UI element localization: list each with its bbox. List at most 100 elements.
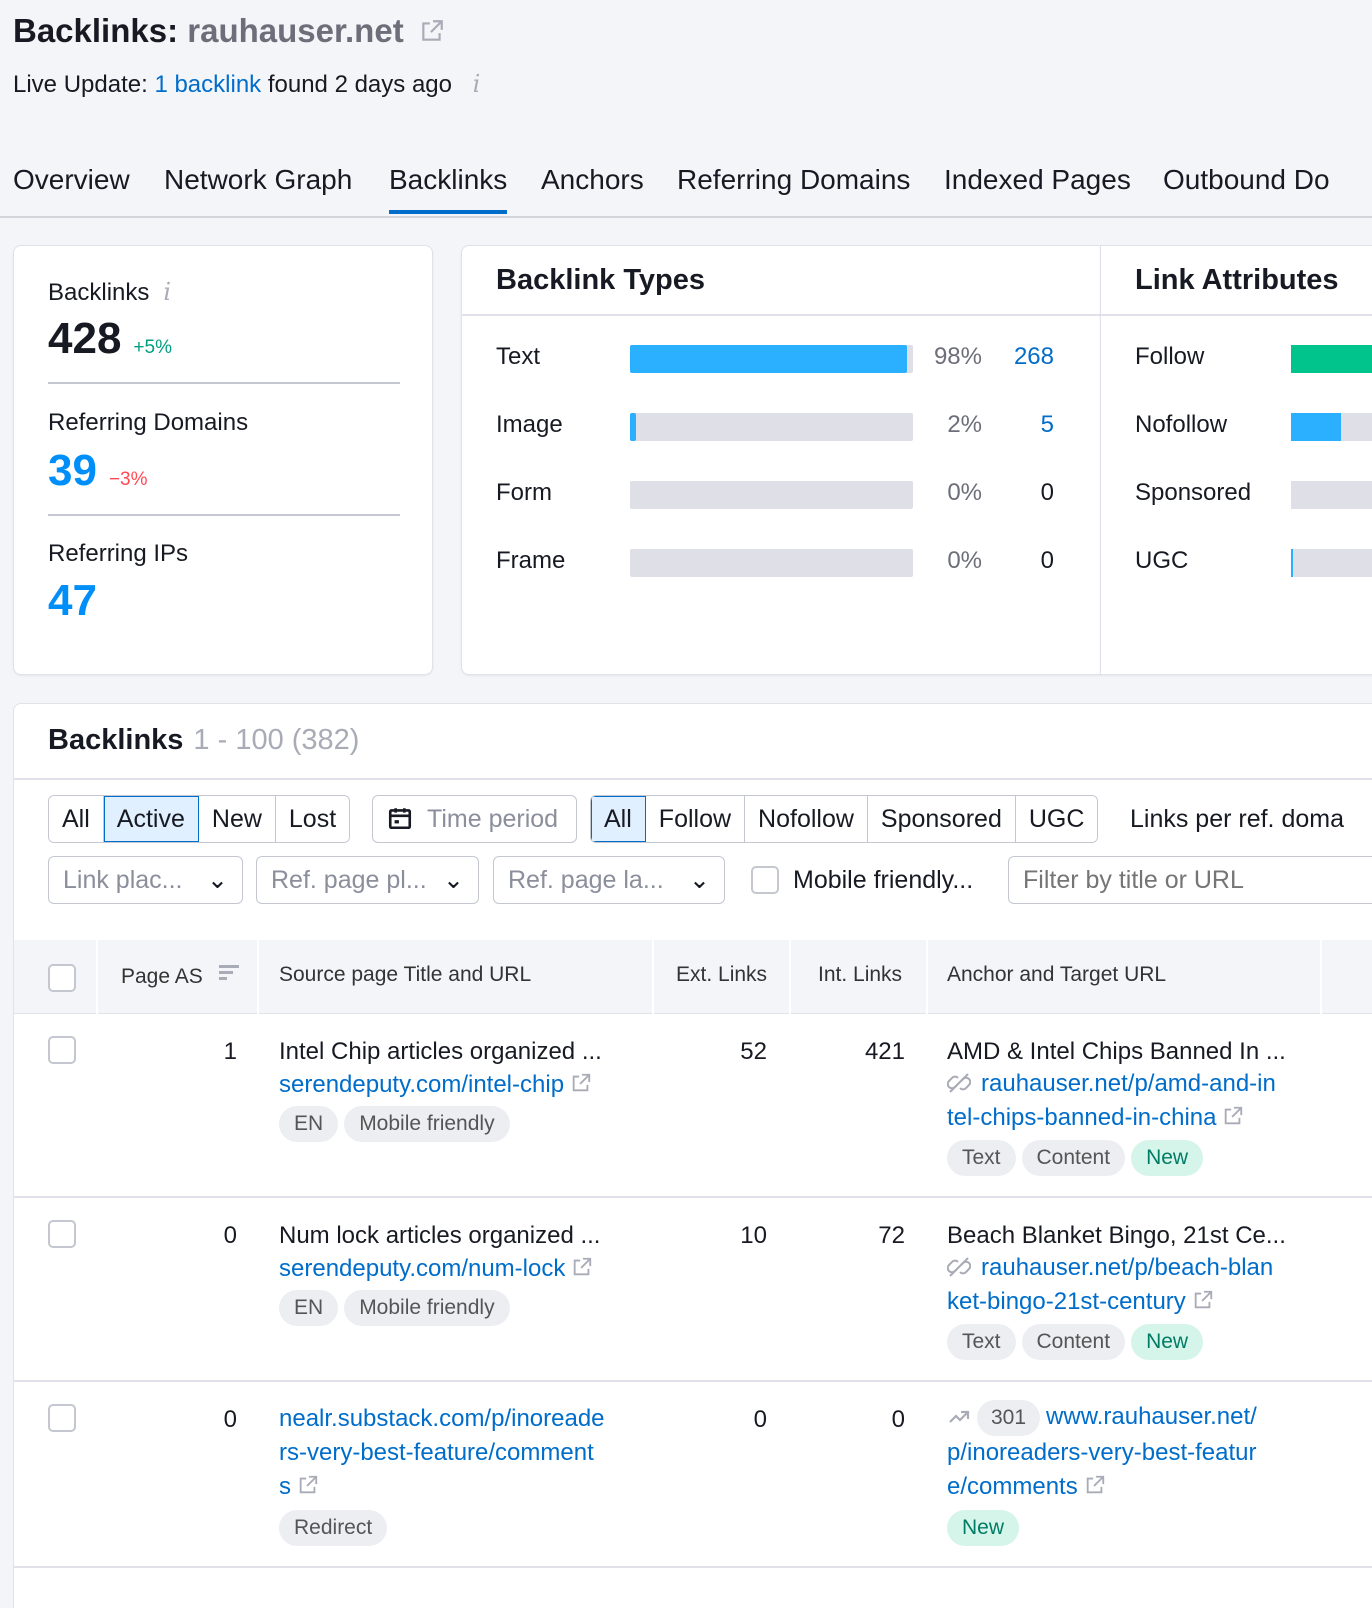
type-nofollow[interactable]: Nofollow [745, 796, 868, 842]
type-count[interactable]: 268 [1013, 343, 1054, 370]
ref-page-platform-dropdown[interactable]: Ref. page pl... ⌄ [256, 856, 479, 904]
title-domain[interactable]: rauhauser.net [187, 12, 404, 49]
type-all[interactable]: All [591, 796, 646, 842]
col-ext-links[interactable]: Ext. Links [676, 963, 768, 986]
source-tags: Redirect [279, 1510, 393, 1546]
column-divider [1320, 940, 1322, 1014]
source-url[interactable]: nealr.substack.com/p/inoreade rs-very-be… [279, 1405, 605, 1500]
status-new[interactable]: New [198, 796, 276, 842]
external-link-icon[interactable] [570, 1072, 592, 1094]
type-ugc[interactable]: UGC [1015, 796, 1098, 842]
tag-type: Text [947, 1140, 1016, 1176]
tab-referring-domains[interactable]: Referring Domains [677, 164, 911, 195]
card-header: Link Attributes [1101, 246, 1372, 316]
type-follow[interactable]: Follow [645, 796, 746, 842]
link-type-filter: All Follow Nofollow Sponsored UGC [590, 795, 1099, 843]
target-tags: New [947, 1510, 1025, 1546]
external-link-icon[interactable] [297, 1472, 319, 1494]
page-as-value: 0 [223, 1222, 237, 1249]
select-all-checkbox[interactable] [48, 964, 76, 992]
row-checkbox[interactable] [48, 1404, 76, 1432]
time-period-button[interactable]: Time period [372, 795, 577, 843]
mobile-friendly-label: Mobile friendly... [793, 866, 974, 894]
page-title: Backlinks: rauhauser.net [13, 12, 445, 50]
attr-bar [1291, 413, 1372, 441]
info-icon[interactable]: i [163, 278, 172, 306]
tab-backlinks[interactable]: Backlinks [389, 164, 508, 214]
tag-placement: Content [1021, 1324, 1126, 1360]
tab-network-graph[interactable]: Network Graph [164, 164, 353, 195]
backlink-types-card: Backlink Types Text 98% 268 Image 2% 5 Form 0% 0… [461, 245, 1101, 675]
card-title: Backlink Types [496, 264, 706, 296]
tag-new: New [947, 1510, 1020, 1546]
sort-icon[interactable] [218, 963, 241, 987]
backlinks-delta: +5% [133, 337, 172, 358]
live-update: Live Update: 1 backlink found 2 days ago… [13, 70, 480, 99]
attr-bar-fill [1291, 549, 1294, 577]
nofollow-icon [946, 1255, 972, 1279]
type-label-image: Image [496, 411, 563, 438]
chevron-down-icon: ⌄ [689, 866, 710, 894]
tag-redirect: Redirect [279, 1510, 388, 1546]
col-anchor-target[interactable]: Anchor and Target URL [947, 963, 1167, 986]
tab-anchors[interactable]: Anchors [541, 164, 644, 195]
target-tags: Text Content New [947, 1324, 1209, 1360]
target-url[interactable]: rauhauser.net/p/amd-and-in tel-chips-ban… [946, 1070, 1276, 1131]
tag-language: EN [279, 1290, 339, 1326]
ref-ips-stat-label: Referring IPs [48, 540, 189, 567]
links-per-domain-toggle[interactable]: Links per ref. doma [1130, 805, 1344, 833]
type-count[interactable]: 5 [1040, 411, 1054, 438]
time-period-label: Time period [427, 805, 559, 833]
external-link-icon[interactable] [1084, 1472, 1106, 1494]
row-checkbox[interactable] [48, 1220, 76, 1248]
external-link-icon[interactable] [1192, 1287, 1214, 1309]
tag-language: EN [279, 1106, 339, 1142]
source-tags: EN Mobile friendly [279, 1106, 516, 1142]
tag-mobile-friendly: Mobile friendly [344, 1290, 510, 1326]
target-url[interactable]: rauhauser.net/p/beach-blan ket-bingo-21s… [946, 1254, 1274, 1315]
info-icon[interactable]: i [472, 70, 481, 98]
live-update-link[interactable]: 1 backlink [154, 71, 262, 98]
tag-new: New [1131, 1324, 1204, 1360]
type-count: 0 [1040, 547, 1054, 574]
backlinks-section: Backlinks 1 - 100 (382) All Active New Lo… [13, 703, 1372, 1608]
external-link-icon[interactable] [419, 14, 445, 41]
table-header: Page AS Source page Title and URL Ext. L… [14, 940, 1372, 1014]
target-url[interactable]: 301 www.rauhauser.net/ p/inoreaders-very-… [947, 1400, 1257, 1504]
backlinks-stat-value[interactable]: 428 +5% [48, 314, 172, 363]
redirect-arrow-icon [947, 1404, 971, 1428]
anchor-text: Beach Blanket Bingo, 21st Ce... [947, 1222, 1286, 1249]
col-page-as[interactable]: Page AS [121, 963, 241, 989]
ref-domains-stat-value[interactable]: 39 −3% [48, 446, 148, 495]
status-lost[interactable]: Lost [275, 796, 350, 842]
attr-bar-fill [1291, 345, 1372, 373]
external-link-icon[interactable] [571, 1256, 593, 1278]
external-link-icon[interactable] [1222, 1103, 1244, 1125]
anchor-text: AMD & Intel Chips Banned In ... [947, 1038, 1286, 1065]
source-url[interactable]: serendeputy.com/intel-chip [279, 1071, 592, 1099]
col-source-page[interactable]: Source page Title and URL [279, 963, 532, 986]
type-sponsored[interactable]: Sponsored [867, 796, 1016, 842]
ref-page-language-dropdown[interactable]: Ref. page la... ⌄ [493, 856, 725, 904]
ref-ips-stat-value[interactable]: 47 [48, 576, 97, 625]
status-active[interactable]: Active [103, 796, 199, 842]
page-as-value: 0 [223, 1406, 237, 1433]
col-int-links[interactable]: Int. Links [818, 963, 903, 986]
stats-card: Backlinks i 428 +5% Referring Domains 39 −3… [13, 245, 433, 675]
source-url[interactable]: serendeputy.com/num-lock [279, 1255, 593, 1283]
mobile-friendly-checkbox[interactable] [751, 866, 779, 894]
row-checkbox[interactable] [48, 1036, 76, 1064]
result-range: 1 - 100 (382) [193, 724, 360, 756]
attr-bar [1291, 549, 1372, 577]
chevron-down-icon: ⌄ [443, 866, 464, 894]
link-placement-dropdown[interactable]: Link plac... ⌄ [48, 856, 243, 904]
nofollow-icon [946, 1071, 972, 1095]
live-update-text: found 2 days ago [267, 71, 452, 98]
status-all[interactable]: All [49, 796, 104, 842]
tab-indexed-pages[interactable]: Indexed Pages [944, 164, 1131, 195]
filter-title-url-input[interactable] [1008, 856, 1372, 904]
tab-overview[interactable]: Overview [13, 164, 130, 195]
attr-label-sponsored: Sponsored [1135, 479, 1252, 506]
tab-outbound-domains[interactable]: Outbound Do [1163, 164, 1330, 195]
divider [48, 514, 400, 516]
